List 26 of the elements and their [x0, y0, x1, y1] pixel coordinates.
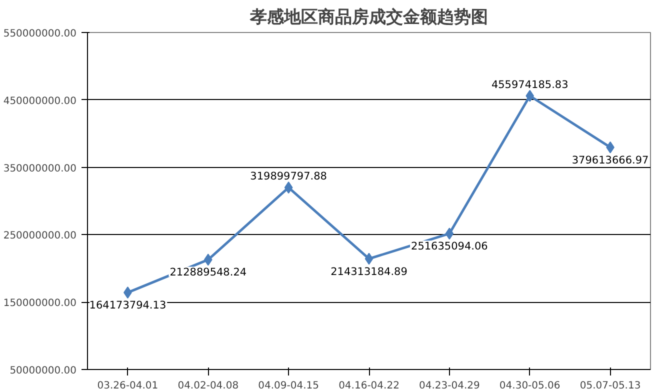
point — [526, 90, 534, 102]
y-tick-label: 350000000.00 — [3, 163, 77, 174]
x-tick-label: 03.26-04.01 — [97, 380, 158, 391]
data-label: 455974185.83 — [491, 78, 568, 91]
data-label: 164173794.13 — [89, 300, 166, 312]
data-label: 251635094.06 — [411, 240, 488, 253]
y-tick-label: 250000000.00 — [3, 230, 77, 242]
point — [364, 252, 374, 265]
x-tick-label: 05.07-05.13 — [580, 380, 641, 391]
y-tick-label: 450000000.00 — [3, 96, 77, 107]
x-tick-label: 04.16-04.22 — [338, 380, 400, 391]
data-label: 212889548.24 — [170, 266, 247, 279]
chart-title: 孝感地区商品房成交金额趋势图 — [249, 8, 488, 28]
data-label: 319899797.88 — [250, 170, 327, 183]
y-tick-label: 550000000.00 — [3, 28, 77, 40]
x-tick-label: 04.23-04.29 — [418, 380, 480, 391]
y-tick-label: 50000000.00 — [10, 366, 77, 376]
data-label: 379613666.97 — [572, 154, 649, 166]
x-tick-label: 04.02-04.08 — [178, 380, 239, 391]
x-tick-label: 04.09-04.15 — [258, 380, 320, 391]
point — [445, 228, 454, 240]
point — [284, 182, 293, 194]
y-tick-label: 150000000.00 — [3, 298, 77, 310]
x-tick-label: 04.30-05.06 — [499, 380, 560, 391]
data-label: 214313184.89 — [330, 266, 408, 278]
point — [204, 254, 212, 266]
